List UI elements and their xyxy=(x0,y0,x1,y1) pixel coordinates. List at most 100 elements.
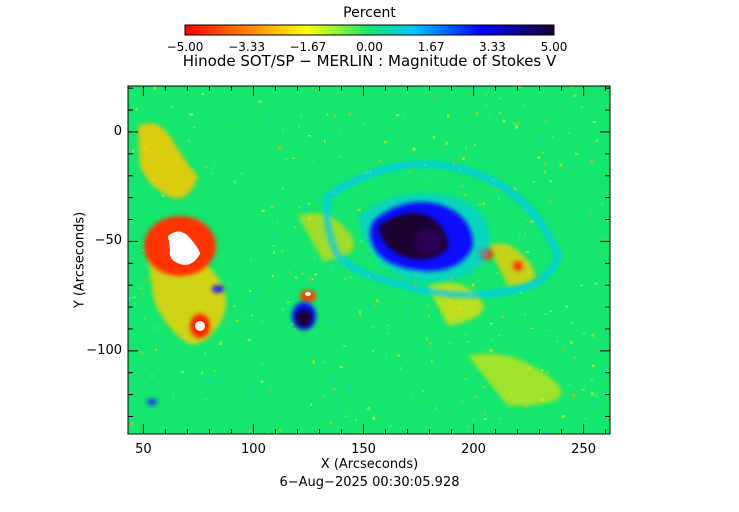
noise-speck xyxy=(503,286,505,289)
noise-speck xyxy=(479,391,481,394)
noise-speck xyxy=(414,368,416,370)
noise-speck xyxy=(461,185,464,188)
noise-speck xyxy=(545,369,547,372)
noise-speck xyxy=(210,172,213,174)
noise-speck xyxy=(530,328,534,330)
noise-speck xyxy=(489,116,491,119)
noise-speck xyxy=(474,144,476,146)
noise-speck xyxy=(475,395,478,399)
noise-speck xyxy=(426,305,430,307)
noise-speck xyxy=(330,266,333,269)
noise-speck xyxy=(272,244,276,247)
y-tick-label: 0 xyxy=(113,123,122,139)
noise-speck xyxy=(128,300,131,304)
noise-speck xyxy=(287,301,290,303)
noise-speck xyxy=(590,378,594,382)
noise-speck xyxy=(258,100,262,103)
noise-speck xyxy=(271,235,274,239)
noise-speck xyxy=(485,93,487,96)
noise-speck xyxy=(205,158,208,161)
noise-speck xyxy=(594,426,596,430)
noise-speck xyxy=(348,386,352,389)
noise-speck xyxy=(590,158,594,163)
noise-speck xyxy=(582,332,586,335)
noise-speck xyxy=(337,402,340,406)
noise-speck xyxy=(544,120,547,123)
noise-speck xyxy=(583,423,585,427)
noise-speck xyxy=(343,278,347,280)
noise-speck xyxy=(523,104,526,107)
noise-speck xyxy=(484,411,486,416)
noise-speck xyxy=(428,342,432,345)
white-patch-small xyxy=(195,321,205,331)
noise-speck xyxy=(437,361,441,364)
noise-speck xyxy=(273,250,275,254)
noise-speck xyxy=(162,194,165,197)
noise-speck xyxy=(261,363,265,365)
noise-speck xyxy=(590,212,592,215)
noise-speck xyxy=(559,127,562,129)
noise-speck xyxy=(219,341,222,346)
noise-speck xyxy=(496,188,500,192)
noise-speck xyxy=(519,235,521,239)
noise-speck xyxy=(322,137,326,140)
noise-speck xyxy=(591,364,595,368)
noise-speck xyxy=(570,155,574,157)
noise-speck xyxy=(567,132,570,134)
noise-speck xyxy=(359,431,361,434)
noise-speck xyxy=(282,187,284,191)
noise-speck xyxy=(278,428,282,432)
noise-speck xyxy=(526,251,530,253)
noise-speck xyxy=(592,121,596,123)
noise-speck xyxy=(373,303,376,306)
noise-speck xyxy=(355,418,357,421)
noise-speck xyxy=(332,387,336,391)
noise-speck xyxy=(462,400,464,403)
noise-speck xyxy=(298,125,300,128)
noise-speck xyxy=(312,278,314,281)
noise-speck xyxy=(556,340,558,343)
noise-speck xyxy=(248,429,253,433)
noise-speck xyxy=(204,166,208,169)
noise-speck xyxy=(428,314,430,318)
noise-speck xyxy=(140,351,143,354)
noise-speck xyxy=(359,98,362,101)
noise-speck xyxy=(394,301,397,304)
noise-speck xyxy=(255,288,258,292)
noise-speck xyxy=(329,421,333,425)
noise-speck xyxy=(150,374,154,378)
noise-speck xyxy=(468,427,472,431)
noise-speck xyxy=(565,305,568,308)
noise-speck xyxy=(133,431,136,434)
noise-speck xyxy=(426,337,428,341)
noise-speck xyxy=(137,164,140,169)
noise-speck xyxy=(226,352,228,355)
noise-speck xyxy=(249,290,251,292)
noise-speck xyxy=(367,304,371,308)
noise-speck xyxy=(409,170,412,173)
noise-speck xyxy=(590,400,594,403)
noise-speck xyxy=(339,366,343,369)
noise-speck xyxy=(551,135,554,139)
noise-speck xyxy=(406,313,409,316)
noise-speck xyxy=(317,375,319,378)
noise-speck xyxy=(172,395,175,399)
noise-speck xyxy=(477,86,479,90)
noise-speck xyxy=(261,209,265,212)
noise-speck xyxy=(281,129,284,132)
x-tick-label: 100 xyxy=(241,442,266,457)
umbra-right xyxy=(414,229,442,253)
noise-speck xyxy=(522,237,525,239)
noise-speck xyxy=(501,316,505,318)
noise-speck xyxy=(232,180,235,183)
noise-speck xyxy=(537,156,541,159)
noise-speck xyxy=(142,293,144,296)
noise-speck xyxy=(498,417,500,420)
noise-speck xyxy=(549,180,552,183)
noise-speck xyxy=(132,149,134,153)
noise-speck xyxy=(580,284,583,287)
noise-speck xyxy=(312,159,314,162)
noise-speck xyxy=(201,93,205,96)
noise-speck xyxy=(412,147,416,151)
noise-speck xyxy=(432,136,435,139)
